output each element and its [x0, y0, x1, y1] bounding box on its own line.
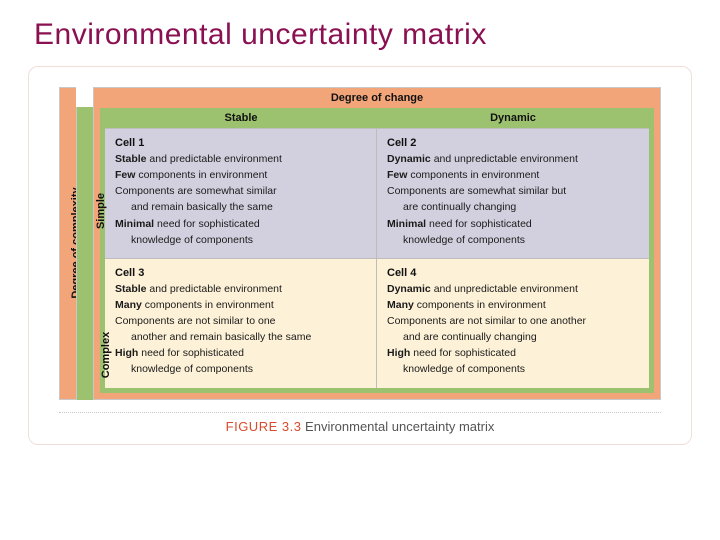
- row-header-simple: Simple: [95, 181, 107, 241]
- cell-line: Few components in environment: [115, 169, 366, 182]
- matrix-grid: Cell 1 Stable and predictable environment…: [105, 128, 649, 388]
- cell-line: Components are somewhat similar but: [387, 185, 639, 198]
- col-header-stable: Stable: [105, 108, 377, 128]
- cell-label: Cell 1: [115, 137, 366, 149]
- caption-text: Environmental uncertainty matrix: [301, 419, 494, 434]
- x-axis-title: Degree of change: [100, 88, 654, 108]
- slide: Environmental uncertainty matrix Degree …: [0, 0, 720, 540]
- cell-line: Many components in environment: [387, 299, 639, 312]
- divider: [59, 412, 661, 413]
- cell-line: knowledge of components: [387, 363, 639, 376]
- cell-line: another and remain basically the same: [115, 331, 366, 344]
- matrix-cell-1: Cell 1 Stable and predictable environment…: [105, 128, 377, 258]
- outer-band: Degree of change Stable Dynamic Cell 1St…: [93, 87, 661, 400]
- cell-line: Stable and predictable environment: [115, 283, 366, 296]
- cell-line: Components are not similar to one anothe…: [387, 315, 639, 328]
- cell-line: Components are not similar to one: [115, 315, 366, 328]
- cell-line: Minimal need for sophisticated: [115, 218, 366, 231]
- matrix: Degree of complexity Degree of change St…: [59, 87, 661, 400]
- cell-line: High need for sophisticated: [115, 347, 366, 360]
- matrix-cell-2: Cell 2 Dynamic and unpredictable environm…: [377, 128, 649, 258]
- slide-title: Environmental uncertainty matrix: [34, 18, 692, 52]
- cell-line: Few components in environment: [387, 169, 639, 182]
- cell-line: are continually changing: [387, 201, 639, 214]
- cell-line: and remain basically the same: [115, 201, 366, 214]
- cell-line: High need for sophisticated: [387, 347, 639, 360]
- col-header-dynamic: Dynamic: [377, 108, 649, 128]
- matrix-cell-4: Cell 4 Dynamic and unpredictable environm…: [377, 258, 649, 388]
- cell-label: Cell 3: [115, 267, 366, 279]
- cell-line: Many components in environment: [115, 299, 366, 312]
- cell-label: Cell 2: [387, 137, 639, 149]
- caption-fig-number: FIGURE 3.3: [226, 419, 302, 434]
- cell-line: Minimal need for sophisticated: [387, 218, 639, 231]
- cell-line: Dynamic and unpredictable environment: [387, 153, 639, 166]
- cell-line: Dynamic and unpredictable environment: [387, 283, 639, 296]
- inner-band: Stable Dynamic Cell 1 Stable and predicta…: [100, 108, 654, 393]
- cell-line: knowledge of components: [115, 363, 366, 376]
- cell-line: Stable and predictable environment: [115, 153, 366, 166]
- row-header-complex: Complex: [100, 320, 112, 390]
- matrix-cell-3: Cell 3 Stable and predictable environment…: [105, 258, 377, 388]
- cell-line: and are continually changing: [387, 331, 639, 344]
- figure-panel: Degree of complexity Degree of change St…: [28, 66, 692, 445]
- cell-line: knowledge of components: [115, 234, 366, 247]
- left-axis-band-inner: [76, 107, 93, 400]
- cell-line: knowledge of components: [387, 234, 639, 247]
- column-headers: Stable Dynamic: [105, 108, 649, 128]
- figure-caption: FIGURE 3.3 Environmental uncertainty mat…: [59, 419, 661, 434]
- cell-label: Cell 4: [387, 267, 639, 279]
- cell-line: Components are somewhat similar: [115, 185, 366, 198]
